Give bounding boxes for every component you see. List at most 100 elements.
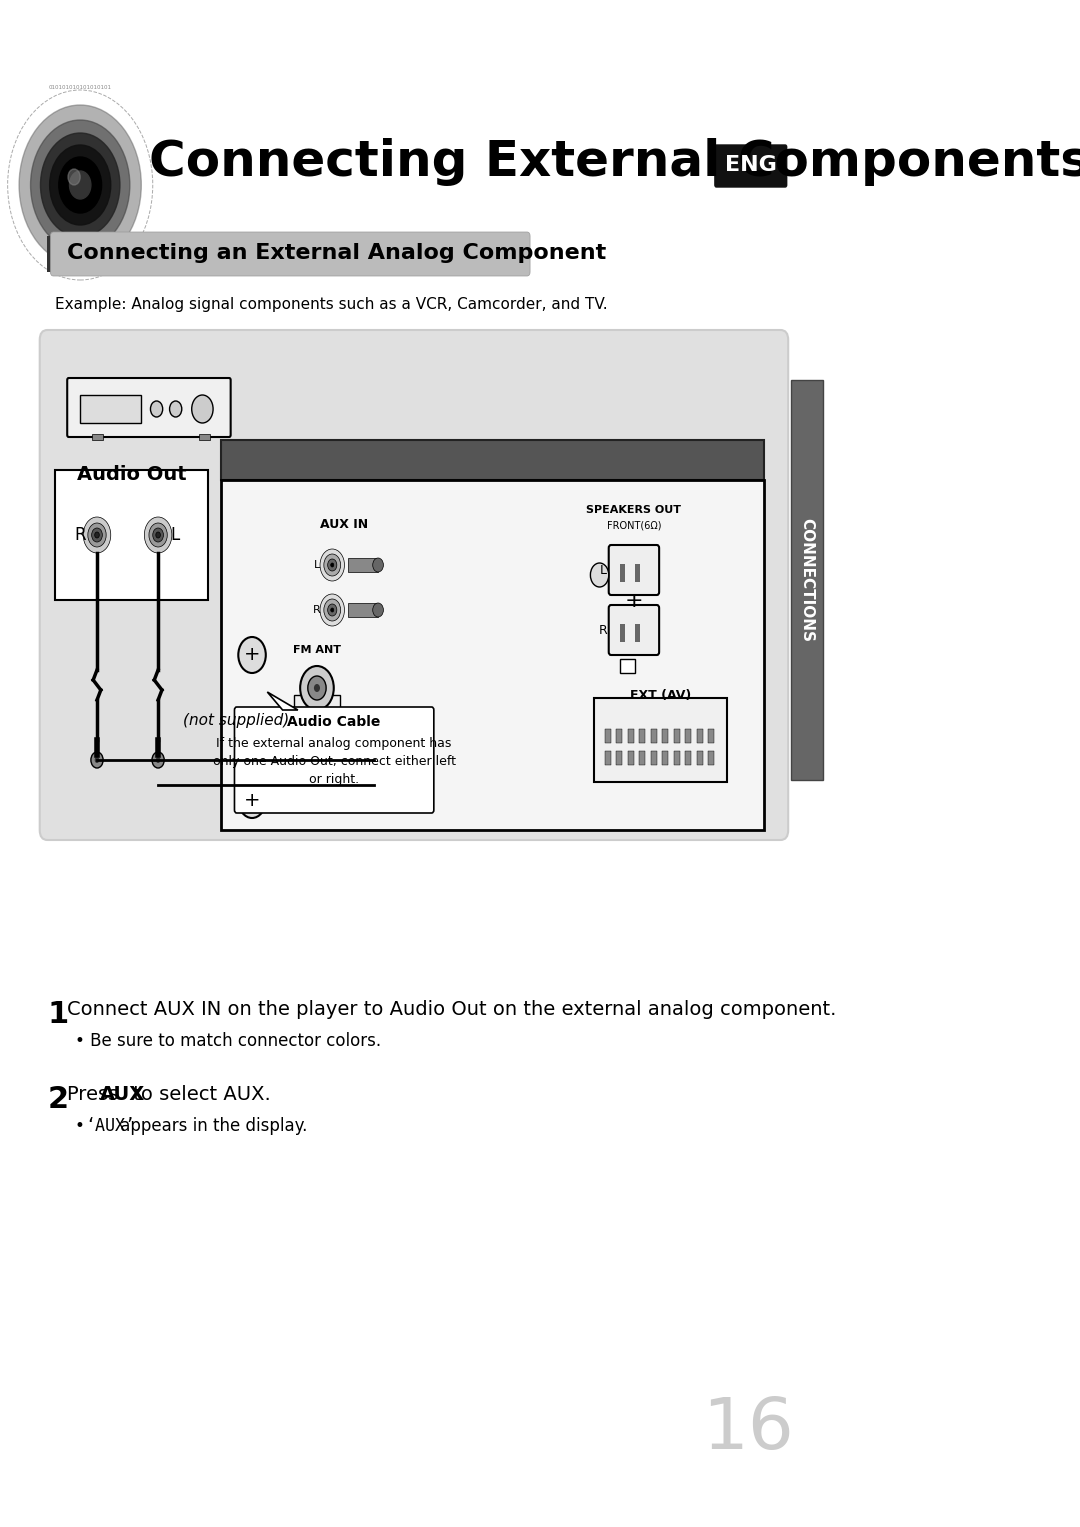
Text: 1: 1: [48, 1000, 69, 1029]
FancyBboxPatch shape: [715, 145, 786, 186]
Text: +: +: [244, 646, 260, 664]
Text: +: +: [244, 791, 260, 809]
Text: Connecting External Components: Connecting External Components: [149, 137, 1080, 186]
Text: Audio Cable: Audio Cable: [287, 715, 381, 728]
Bar: [639, 751, 646, 765]
Circle shape: [314, 684, 320, 692]
Circle shape: [58, 157, 102, 212]
Text: FRONT(6Ω): FRONT(6Ω): [607, 521, 661, 530]
Bar: [92, 434, 103, 440]
Bar: [48, 237, 54, 272]
Circle shape: [92, 528, 103, 542]
FancyBboxPatch shape: [40, 330, 788, 840]
Circle shape: [91, 751, 103, 768]
Bar: [697, 751, 703, 765]
Circle shape: [87, 524, 106, 547]
Circle shape: [373, 603, 383, 617]
Text: R: R: [75, 525, 86, 544]
Bar: [662, 728, 669, 744]
Bar: [55, 470, 207, 600]
Bar: [605, 728, 611, 744]
Text: to select AUX.: to select AUX.: [126, 1086, 270, 1104]
Circle shape: [591, 563, 609, 586]
Text: EXT (AV): EXT (AV): [630, 689, 691, 701]
Circle shape: [30, 121, 130, 250]
Bar: [617, 728, 622, 744]
Circle shape: [156, 531, 161, 538]
Text: 2: 2: [48, 1086, 68, 1115]
Circle shape: [373, 557, 383, 573]
Text: (not supplied): (not supplied): [184, 713, 289, 727]
Circle shape: [320, 594, 345, 626]
Bar: [620, 625, 624, 641]
Circle shape: [327, 605, 337, 615]
Circle shape: [239, 782, 266, 818]
Circle shape: [69, 171, 91, 199]
FancyBboxPatch shape: [51, 232, 530, 276]
Text: R: R: [313, 605, 321, 615]
Circle shape: [330, 608, 334, 612]
Bar: [221, 440, 764, 479]
Text: ‘AUX’: ‘AUX’: [85, 1116, 136, 1135]
Text: AUX IN: AUX IN: [320, 519, 368, 531]
Text: AUX: AUX: [100, 1086, 146, 1104]
Bar: [674, 728, 679, 744]
Bar: [617, 751, 622, 765]
Bar: [662, 751, 669, 765]
Text: R: R: [599, 623, 608, 637]
Circle shape: [192, 395, 213, 423]
FancyBboxPatch shape: [609, 605, 659, 655]
Text: L: L: [314, 560, 320, 570]
FancyBboxPatch shape: [67, 379, 231, 437]
Bar: [294, 695, 340, 780]
Circle shape: [152, 528, 163, 542]
Circle shape: [320, 550, 345, 580]
Bar: [708, 728, 714, 744]
Circle shape: [324, 599, 340, 621]
Circle shape: [83, 518, 111, 553]
Bar: [348, 557, 378, 573]
Bar: [620, 563, 624, 582]
Text: L: L: [171, 525, 179, 544]
Text: Connect AUX IN on the player to Audio Out on the external analog component.: Connect AUX IN on the player to Audio Ou…: [67, 1000, 837, 1019]
Bar: [697, 728, 703, 744]
Text: If the external analog component has
only one Audio Out, connect either left
or : If the external analog component has onl…: [213, 738, 456, 786]
Circle shape: [149, 524, 167, 547]
FancyBboxPatch shape: [609, 545, 659, 596]
Text: Example: Analog signal components such as a VCR, Camcorder, and TV.: Example: Analog signal components such a…: [55, 298, 608, 313]
Circle shape: [50, 145, 111, 224]
Circle shape: [156, 757, 161, 764]
Circle shape: [327, 559, 337, 571]
Bar: [674, 751, 679, 765]
Bar: [685, 751, 691, 765]
Text: L: L: [599, 563, 607, 577]
Circle shape: [170, 402, 181, 417]
Circle shape: [68, 169, 80, 185]
Text: appears in the display.: appears in the display.: [114, 1116, 307, 1135]
Circle shape: [152, 751, 164, 768]
Bar: [627, 728, 634, 744]
Bar: [651, 728, 657, 744]
Text: FM ANT: FM ANT: [293, 644, 341, 655]
Text: CONNECTIONS: CONNECTIONS: [799, 518, 814, 641]
Bar: [605, 751, 611, 765]
Bar: [635, 563, 640, 582]
Text: • Be sure to match connector colors.: • Be sure to match connector colors.: [75, 1032, 381, 1051]
Bar: [651, 751, 657, 765]
Bar: [708, 751, 714, 765]
Circle shape: [324, 554, 340, 576]
Bar: [80, 395, 141, 423]
Text: ENG: ENG: [725, 156, 777, 176]
Text: 16: 16: [703, 1396, 795, 1464]
Bar: [221, 479, 764, 831]
Bar: [620, 660, 635, 673]
Circle shape: [145, 518, 172, 553]
Bar: [199, 434, 210, 440]
Text: •: •: [75, 1116, 90, 1135]
Bar: [627, 751, 634, 765]
Circle shape: [95, 757, 99, 764]
Bar: [635, 625, 640, 641]
Circle shape: [150, 402, 163, 417]
Bar: [791, 380, 823, 780]
Text: Audio Out: Audio Out: [77, 466, 186, 484]
